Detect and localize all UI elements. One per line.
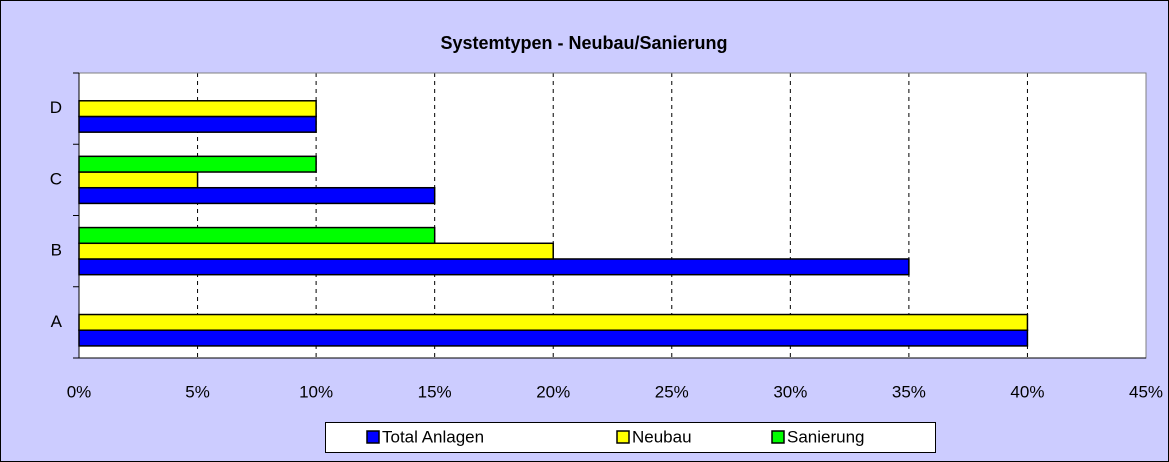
legend-label: Total Anlagen <box>382 427 484 446</box>
y-tick-label: B <box>51 241 62 260</box>
bar <box>78 171 199 189</box>
y-tick-label: D <box>50 98 62 117</box>
x-tick-label: 40% <box>1010 382 1044 401</box>
bar <box>78 242 554 260</box>
bar <box>78 100 317 118</box>
legend-swatch <box>771 430 785 444</box>
legend-label: Neubau <box>632 427 692 446</box>
legend-swatch <box>366 430 380 444</box>
bar <box>78 258 910 276</box>
legend <box>325 422 936 453</box>
x-tick-label: 10% <box>299 382 333 401</box>
legend-swatch <box>616 430 630 444</box>
bar <box>78 115 317 133</box>
x-tick-label: 45% <box>1129 382 1163 401</box>
bar <box>78 329 1029 347</box>
bar <box>78 226 436 245</box>
bar <box>78 313 1029 331</box>
legend-items: Total Anlagen Neubau Sanierung <box>366 427 865 446</box>
chart-title: Systemtypen - Neubau/Sanierung <box>440 33 727 53</box>
x-tick-label: 35% <box>892 382 926 401</box>
x-tick-label: 30% <box>773 382 807 401</box>
x-tick-label: 0% <box>67 382 92 401</box>
bar <box>78 186 436 205</box>
y-tick-label: A <box>51 312 63 331</box>
x-tick-label: 20% <box>536 382 570 401</box>
legend-label: Sanierung <box>787 427 865 446</box>
y-tick-label: C <box>50 169 62 188</box>
x-tick-label: 25% <box>655 382 689 401</box>
bars <box>78 100 1029 347</box>
x-tick-label: 5% <box>185 382 210 401</box>
x-tick-label: 15% <box>418 382 452 401</box>
bar <box>78 155 317 173</box>
